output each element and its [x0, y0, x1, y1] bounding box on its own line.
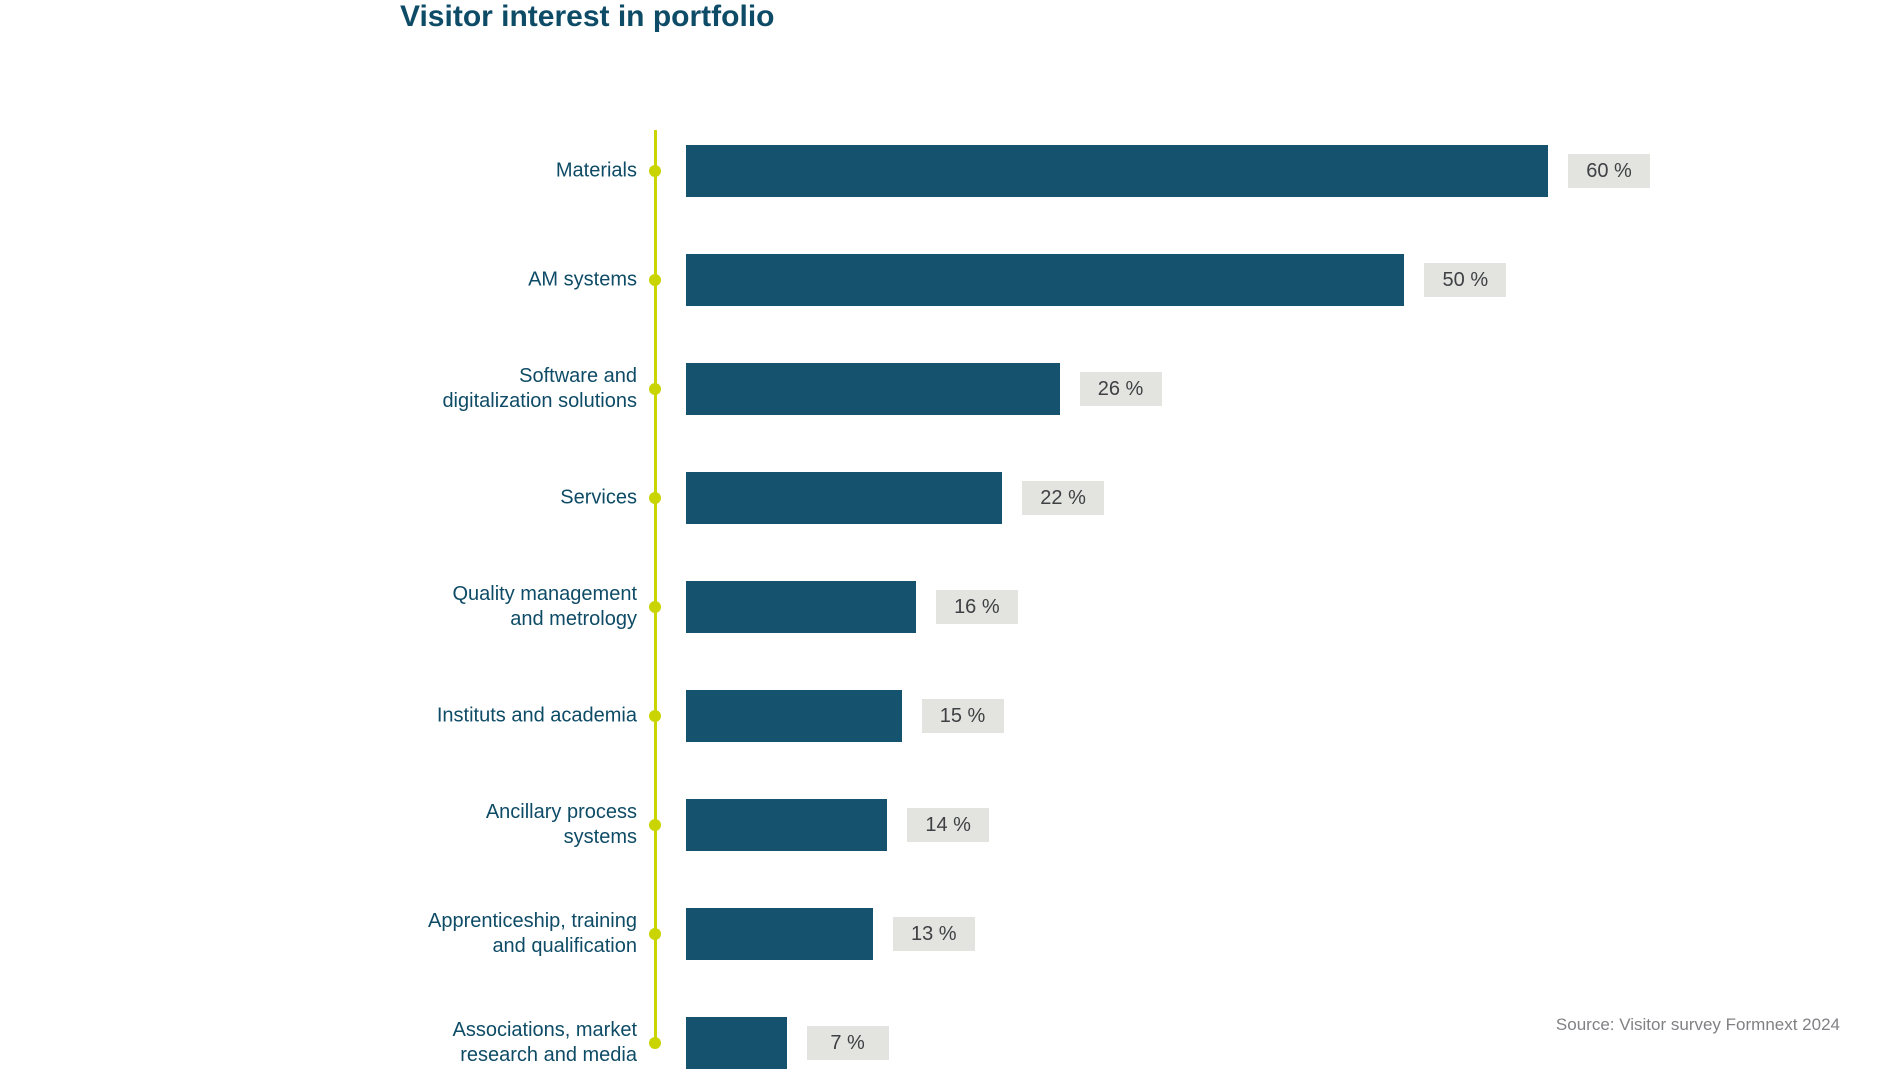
bar-label: Apprenticeship, training and qualificati…	[428, 909, 637, 959]
bar-chart: Visitor interest in portfolio Materials 6…	[0, 0, 1900, 1069]
value-badge: 15 %	[922, 699, 1004, 733]
bar	[686, 472, 1002, 524]
axis-dot-icon	[649, 1037, 661, 1049]
bar	[686, 145, 1548, 197]
value-badge: 13 %	[893, 917, 975, 951]
axis-dot-icon	[649, 819, 661, 831]
axis-dot-icon	[649, 492, 661, 504]
value-badge: 14 %	[907, 808, 989, 842]
bar-label: AM systems	[528, 268, 637, 293]
bar-label: Ancillary process systems	[486, 800, 637, 850]
source-text: Source: Visitor survey Formnext 2024	[1556, 1015, 1840, 1035]
bar-label: Instituts and academia	[437, 704, 637, 729]
axis-dot-icon	[649, 928, 661, 940]
y-axis-line	[654, 130, 657, 1048]
value-badge: 60 %	[1568, 154, 1650, 188]
bar-label: Quality management and metrology	[452, 582, 637, 632]
bar	[686, 1017, 787, 1069]
value-badge: 22 %	[1022, 481, 1104, 515]
value-badge: 50 %	[1424, 263, 1506, 297]
bar-label: Materials	[556, 159, 637, 184]
value-badge: 7 %	[807, 1026, 889, 1060]
bar	[686, 690, 902, 742]
value-badge: 26 %	[1080, 372, 1162, 406]
bar-label: Associations, market research and media	[452, 1018, 637, 1068]
axis-dot-icon	[649, 274, 661, 286]
bar-label: Services	[560, 486, 637, 511]
bar	[686, 799, 887, 851]
value-badge: 16 %	[936, 590, 1018, 624]
axis-dot-icon	[649, 601, 661, 613]
bar	[686, 908, 873, 960]
axis-dot-icon	[649, 165, 661, 177]
axis-dot-icon	[649, 710, 661, 722]
axis-dot-icon	[649, 383, 661, 395]
bar	[686, 363, 1060, 415]
bar	[686, 254, 1404, 306]
bar-label: Software and digitalization solutions	[442, 364, 637, 414]
chart-title: Visitor interest in portfolio	[400, 0, 774, 34]
bar	[686, 581, 916, 633]
